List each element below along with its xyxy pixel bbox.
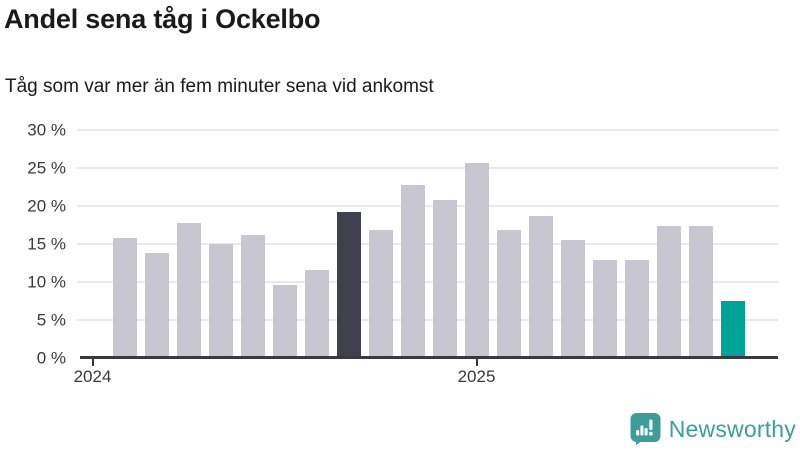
y-axis-tick-label: 0 % bbox=[36, 348, 66, 367]
y-axis-tick-label: 15 % bbox=[27, 234, 66, 254]
chart-title: Andel sena tåg i Ockelbo bbox=[4, 4, 321, 34]
bar-slot-19 bbox=[688, 226, 713, 358]
bar-slot-4 bbox=[208, 243, 233, 358]
newsworthy-logo: Newsworthy bbox=[630, 412, 796, 446]
chart-subtitle: Tåg som var mer än fem minuter sena vid … bbox=[5, 76, 434, 97]
x-axis-tick-2025 bbox=[475, 359, 478, 366]
bar-slot-5 bbox=[240, 234, 265, 358]
bar-chart-plot: 0 % 5 % 10 % 15 % 20 % 25 % 30 % 2024 2025 bbox=[27, 122, 778, 385]
bar-slot-10 bbox=[400, 185, 425, 358]
bar-slot-20-teal bbox=[720, 301, 745, 358]
gridline-10 bbox=[77, 280, 778, 283]
gridline-15 bbox=[77, 242, 778, 245]
bar-slot-12 bbox=[464, 163, 489, 358]
bar-chart-speech-bubble-icon bbox=[630, 413, 661, 446]
y-axis-tick-label: 5 % bbox=[36, 310, 66, 330]
bar-slot-18 bbox=[656, 226, 681, 358]
bar-slot-11 bbox=[432, 199, 457, 358]
bar-slot-8-dark bbox=[336, 211, 361, 358]
y-axis-tick-label: 20 % bbox=[27, 196, 66, 216]
y-axis-tick-label: 25 % bbox=[27, 158, 66, 178]
bar-slot-15 bbox=[560, 239, 585, 358]
y-axis-tick-label: 30 % bbox=[27, 120, 66, 140]
bar-slot-6 bbox=[272, 285, 297, 358]
bar-slot-17 bbox=[624, 259, 649, 358]
bar-slot-1 bbox=[112, 238, 137, 358]
gridline-25 bbox=[77, 166, 778, 169]
bar-slot-3 bbox=[176, 222, 201, 358]
bar-slot-9 bbox=[368, 230, 393, 358]
x-axis-line bbox=[80, 356, 778, 359]
x-axis-tick-label-2024: 2024 bbox=[73, 366, 112, 386]
gridline-5 bbox=[77, 318, 778, 321]
newsworthy-logo-text: Newsworthy bbox=[668, 415, 796, 442]
y-axis-tick-label: 10 % bbox=[27, 272, 66, 292]
bar-slot-7 bbox=[304, 270, 329, 358]
bar-slot-16 bbox=[592, 259, 617, 358]
x-axis-tick-2024 bbox=[91, 359, 94, 366]
gridline-30 bbox=[77, 129, 778, 131]
bar-slot-14 bbox=[528, 216, 553, 358]
bar-slot-13 bbox=[496, 230, 521, 358]
gridline-20 bbox=[77, 204, 778, 207]
bar-slot-2 bbox=[144, 252, 169, 358]
x-axis-tick-label-2025: 2025 bbox=[457, 366, 496, 386]
